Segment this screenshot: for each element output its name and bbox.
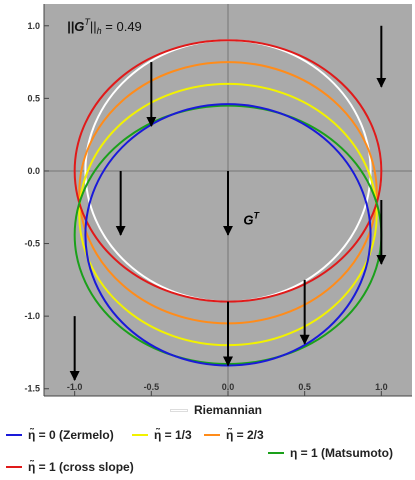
legend-matsumoto-label: η = 1 (Matsumoto) bbox=[290, 446, 394, 460]
legend-third-label: η̃ = 1/3 bbox=[154, 428, 192, 442]
x-tick-label-0: -1.0 bbox=[67, 382, 83, 392]
g-annotation: GT bbox=[243, 211, 260, 228]
legend-matsumoto: η = 1 (Matsumoto) bbox=[268, 446, 393, 460]
legend-riemannian: Riemannian bbox=[170, 403, 262, 417]
legend-row-1: η̃ = 0 (Zermelo) η̃ = 1/3 η̃ = 2/3 bbox=[0, 428, 415, 448]
y-tick-label-1: -1.0 bbox=[24, 311, 40, 321]
legend-cross: η̃ = 1 (cross slope) bbox=[6, 460, 134, 474]
x-tick-label-1: -0.5 bbox=[144, 382, 160, 392]
legend-third-swatch bbox=[132, 434, 148, 436]
legend-row-2: η̃ = 1 (cross slope) bbox=[0, 460, 415, 480]
norm-annotation: ||GT||h = 0.49 bbox=[67, 17, 142, 36]
legend-cross-swatch bbox=[6, 466, 22, 468]
legend-third: η̃ = 1/3 bbox=[132, 428, 192, 442]
legend-cross-label: η̃ = 1 (cross slope) bbox=[28, 460, 134, 474]
legend-matsumoto-swatch bbox=[268, 452, 284, 454]
legend-riemannian-swatch bbox=[170, 408, 188, 412]
y-tick-label-4: 0.5 bbox=[27, 93, 40, 103]
legend-two-thirds-label: η̃ = 2/3 bbox=[226, 428, 264, 442]
legend-two-thirds: η̃ = 2/3 bbox=[204, 428, 264, 442]
chart: -1.5 -1.0 -0.5 0.0 0.5 1.0 -1.0 -0.5 0.0 0.5 1.0 ||… bbox=[24, 4, 412, 397]
legend-zermelo-swatch bbox=[6, 434, 22, 436]
y-tick-label-0: -1.5 bbox=[24, 384, 40, 394]
legend-row-matsumoto: η = 1 (Matsumoto) bbox=[0, 446, 415, 466]
x-tick-label-4: 1.0 bbox=[375, 382, 388, 392]
y-tick-label-3: 0.0 bbox=[27, 166, 40, 176]
legend-two-thirds-swatch bbox=[204, 434, 220, 436]
y-tick-label-2: -0.5 bbox=[24, 239, 40, 249]
legend-zermelo-label: η̃ = 0 (Zermelo) bbox=[28, 428, 114, 442]
legend-riemannian-label: Riemannian bbox=[194, 403, 263, 417]
legend-zermelo: η̃ = 0 (Zermelo) bbox=[6, 428, 114, 442]
x-tick-label-2: 0.0 bbox=[222, 382, 235, 392]
x-tick-label-3: 0.5 bbox=[298, 382, 311, 392]
y-tick-label-5: 1.0 bbox=[27, 21, 40, 31]
legend-row-riemannian: Riemannian bbox=[0, 403, 415, 423]
